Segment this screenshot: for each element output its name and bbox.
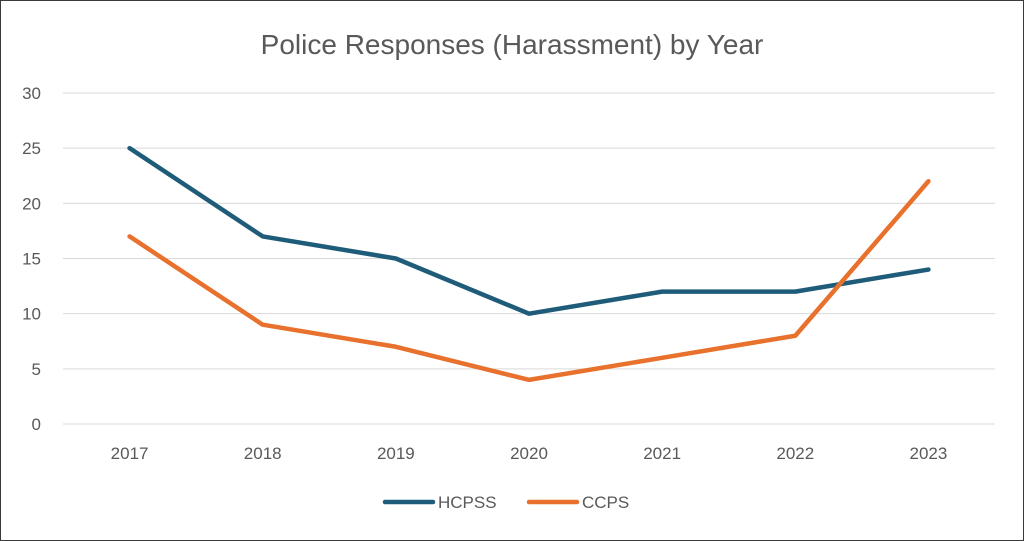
legend: HCPSS CCPS (382, 493, 629, 512)
data-point-ccps-2023 (926, 179, 930, 183)
y-tick-label: 20 (22, 194, 41, 213)
data-point-hcpss-2021 (660, 290, 664, 294)
data-point-ccps-2021 (660, 356, 664, 360)
legend-label-ccps: CCPS (582, 493, 629, 512)
data-point-hcpss-2017 (128, 146, 132, 150)
data-point-ccps-2018 (261, 323, 265, 327)
x-tick-label: 2021 (643, 444, 681, 463)
y-tick-label: 25 (22, 139, 41, 158)
y-tick-label: 30 (22, 84, 41, 103)
data-point-ccps-2020 (527, 378, 531, 382)
y-tick-label: 5 (32, 360, 41, 379)
x-tick-label: 2018 (244, 444, 282, 463)
x-tick-label: 2020 (510, 444, 548, 463)
data-point-hcpss-2018 (261, 234, 265, 238)
y-tick-label: 0 (32, 415, 41, 434)
x-axis-ticks: 2017 2018 2019 2020 2021 2022 2023 (111, 444, 948, 463)
x-tick-label: 2019 (377, 444, 415, 463)
legend-label-hcpss: HCPSS (438, 493, 497, 512)
data-point-hcpss-2019 (394, 257, 398, 261)
x-tick-label: 2022 (776, 444, 814, 463)
x-tick-label: 2017 (111, 444, 149, 463)
y-tick-label: 15 (22, 250, 41, 269)
data-point-ccps-2022 (793, 334, 797, 338)
data-point-hcpss-2022 (793, 290, 797, 294)
y-axis-ticks: 0 5 10 15 20 25 30 (22, 84, 41, 434)
data-point-hcpss-2023 (926, 268, 930, 272)
chart-title: Police Responses (Harassment) by Year (261, 29, 764, 60)
series-line-hcpss (127, 145, 931, 316)
x-tick-label: 2023 (910, 444, 948, 463)
gridlines (63, 92, 995, 425)
series-line-ccps (127, 179, 931, 383)
data-point-ccps-2017 (128, 234, 132, 238)
data-point-ccps-2019 (394, 345, 398, 349)
data-point-hcpss-2020 (527, 312, 531, 316)
y-tick-label: 10 (22, 305, 41, 324)
series-lines (127, 145, 931, 383)
